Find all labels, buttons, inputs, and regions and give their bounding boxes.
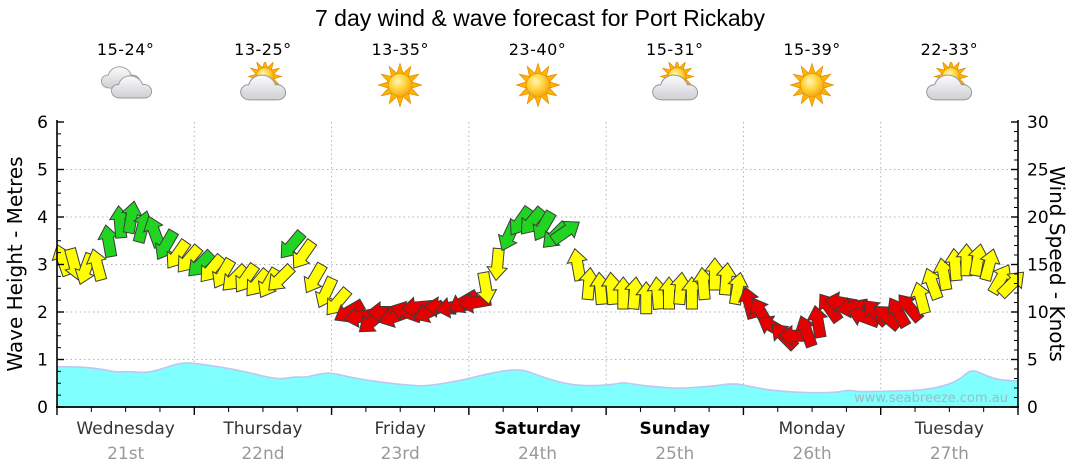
wind-arrow (566, 247, 589, 282)
day-temp-range: 15-39° (783, 40, 841, 59)
day-date-label: 25th (655, 444, 694, 464)
weather-icon-sunny (789, 62, 835, 108)
day-header-monday: 15-39° (747, 40, 877, 112)
day-header-thursday: 13-25° (198, 40, 328, 112)
day-temp-range: 23-40° (508, 40, 567, 59)
day-temp-range: 15-24° (96, 40, 155, 59)
cloud-shape (240, 74, 287, 101)
cloud-shape (110, 75, 152, 99)
watermark: www.seabreeze.com.au (854, 391, 1008, 406)
weather-icon-partly-cloudy (240, 58, 287, 101)
left-axis-tick-label: 3 (37, 256, 48, 276)
wind-arrow (292, 238, 318, 269)
day-date-label: 22nd (241, 444, 284, 464)
sun-disc (388, 73, 413, 97)
axes (56, 120, 1019, 415)
day-header-friday: 13-35° (335, 40, 465, 112)
cloud-shape (651, 74, 698, 101)
weather-icon-sunny (514, 62, 561, 108)
wave-height-area (57, 363, 1018, 407)
day-name-label: Wednesday (76, 419, 174, 439)
wind-arrow (85, 248, 108, 282)
day-name-label: Friday (374, 419, 426, 439)
wind-arrow (727, 271, 749, 306)
left-axis-tick-label: 2 (37, 303, 48, 323)
wind-arrow-series (51, 200, 1025, 352)
day-name-label: Monday (779, 419, 846, 439)
sun-disc (525, 73, 550, 97)
sun-disc (800, 73, 824, 97)
day-temp-range: 15-31° (646, 40, 704, 59)
left-axis-tick-label: 4 (37, 208, 48, 228)
day-name-label: Saturday (494, 419, 581, 439)
day-header-sunday: 15-31° (610, 40, 740, 112)
day-date-label: 27th (930, 444, 969, 464)
wind-arrow (909, 281, 931, 316)
cloud-shape (926, 74, 973, 101)
day-date-label: 23rd (381, 444, 420, 464)
day-date-label: 21st (107, 444, 144, 464)
right-axis-tick-label: 5 (1027, 351, 1038, 371)
right-axis-tick-label: 30 (1027, 113, 1049, 133)
day-header-saturday: 23-40° (473, 40, 603, 112)
wind-arrow (486, 247, 509, 282)
day-name-label: Tuesday (914, 419, 984, 439)
day-name-label: Thursday (222, 419, 302, 439)
wind-arrow (303, 261, 328, 294)
wind-arrow (268, 262, 297, 291)
right-axis-tick-label: 0 (1027, 398, 1038, 418)
day-date-label: 26th (793, 444, 832, 464)
left-axis-tick-label: 1 (37, 351, 48, 371)
day-temp-range: 22-33° (920, 40, 979, 59)
weather-icon-sunny (377, 62, 423, 108)
wind-arrow (898, 294, 925, 324)
left-axis-tick-label: 6 (37, 113, 48, 133)
day-header-wednesday: 15-24° (61, 40, 191, 112)
day-temp-range: 13-35° (371, 40, 429, 59)
right-axis-tick-label: 25 (1027, 161, 1049, 181)
wind-arrow (549, 220, 580, 246)
wind-arrow (475, 271, 498, 305)
weather-icon-partly-cloudy (926, 58, 973, 101)
wave-height-line (56, 362, 1018, 394)
wind-arrow (979, 248, 1001, 282)
day-date-label: 24th (518, 444, 557, 464)
day-header-tuesday: 22-33° (884, 40, 1014, 112)
wind-arrow (806, 304, 829, 339)
weather-icon-partly-cloudy (651, 58, 698, 101)
wind-arrow (996, 271, 1025, 300)
day-name-label: Sunday (639, 419, 710, 439)
left-axis-tick-label: 0 (37, 398, 48, 418)
weather-icon-cloudy (100, 66, 152, 99)
page-title: 7 day wind & wave forecast for Port Rick… (315, 5, 765, 31)
right-axis-tick-label: 15 (1027, 256, 1049, 276)
right-axis-tick-label: 10 (1027, 303, 1049, 323)
day-temp-range: 13-25° (234, 40, 292, 59)
left-axis-tick-label: 5 (37, 161, 48, 181)
right-axis-tick-label: 20 (1027, 208, 1049, 228)
